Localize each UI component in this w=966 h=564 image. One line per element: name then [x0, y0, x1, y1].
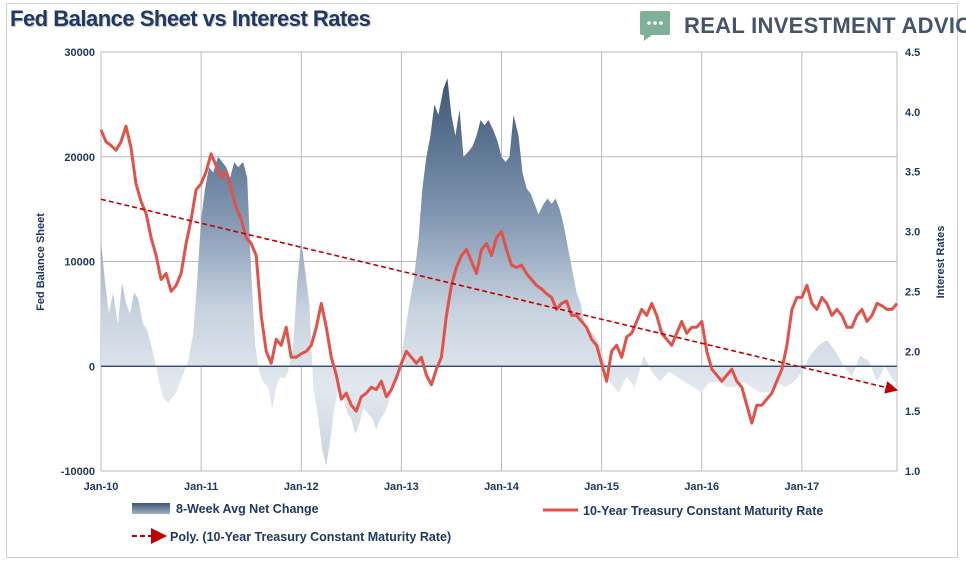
brand: REAL INVESTMENT ADVICE [638, 8, 966, 44]
x-tick-label: Jan-11 [184, 481, 218, 493]
trend-line-path [100, 198, 899, 394]
left-tick-label: 10000 [64, 257, 95, 269]
right-tick-label: 1.5 [905, 406, 920, 418]
chart-title: Fed Balance Sheet vs Interest Rates [10, 6, 371, 31]
left-tick-label: 0 [89, 361, 95, 373]
left-axis-ticks: 30000 20000 10000 0 -10000 [61, 47, 95, 478]
x-tick-label: Jan-16 [684, 481, 719, 493]
x-axis-ticks: Jan-10 Jan-11 Jan-12 Jan-13 Jan-14 Jan-15 Jan-… [84, 481, 820, 493]
right-tick-label: 3.0 [905, 227, 920, 239]
legend-rate-label: 10-Year Treasury Constant Maturity Rate [583, 504, 823, 518]
x-tick-label: Jan-15 [584, 481, 619, 493]
left-tick-label: 20000 [64, 152, 95, 164]
right-tick-label: 2.0 [905, 346, 920, 358]
rate-line-path [99, 124, 899, 425]
net-change-area-path [101, 78, 897, 466]
x-tick-label: Jan-10 [84, 481, 119, 493]
right-tick-label: 3.5 [905, 167, 920, 179]
legend-trend-label: Poly. (10-Year Treasury Constant Maturit… [170, 530, 451, 544]
legend: 8-Week Avg Net Change 10-Year Treasury C… [132, 502, 823, 544]
legend-area-swatch [132, 503, 170, 514]
right-tick-label: 2.5 [905, 286, 920, 298]
x-tick-label: Jan-14 [484, 481, 520, 493]
right-tick-label: 1.0 [905, 466, 920, 478]
right-tick-label: 4.5 [905, 47, 920, 59]
brand-name: REAL INVESTMENT ADVICE [684, 13, 966, 38]
left-axis-label: Fed Balance Sheet [35, 213, 47, 311]
rate-line [99, 124, 899, 425]
x-tick-label: Jan-13 [384, 481, 419, 493]
trend-line [100, 198, 899, 394]
left-tick-label: 30000 [64, 47, 95, 59]
right-tick-label: 4.0 [905, 107, 920, 119]
left-tick-label: -10000 [61, 466, 95, 478]
x-tick-label: Jan-17 [784, 481, 819, 493]
speech-bubble-icon [638, 9, 672, 43]
right-axis-ticks: 4.5 4.0 3.5 3.0 2.5 2.0 1.5 1.0 [905, 47, 920, 478]
right-axis-label: Interest Rates [935, 226, 947, 299]
x-tick-label: Jan-12 [284, 481, 319, 493]
net-change-area [101, 78, 897, 466]
legend-area-label: 8-Week Avg Net Change [176, 502, 319, 516]
